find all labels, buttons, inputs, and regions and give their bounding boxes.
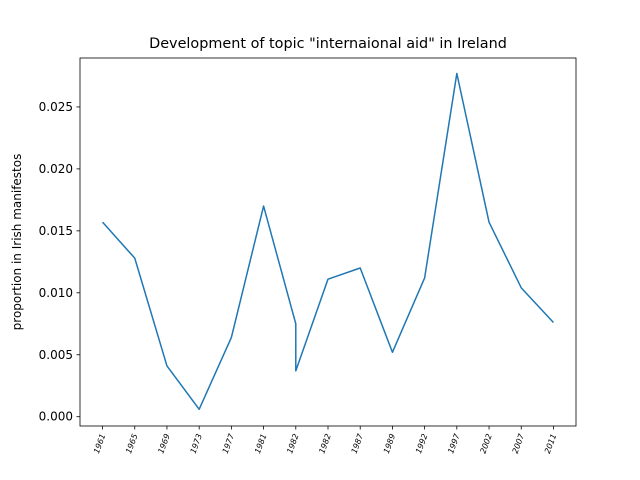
chart-title: Development of topic "internaional aid" …: [149, 36, 507, 52]
y-tick-label: 0.020: [39, 162, 73, 176]
y-tick-label: 0.005: [39, 348, 73, 362]
plot-frame: [79, 57, 577, 427]
y-tick-label: 0.000: [39, 410, 73, 424]
y-tick-label: 0.025: [39, 100, 73, 114]
y-axis-label: proportion in Irish manifestos: [10, 154, 24, 331]
y-tick-label: 0.010: [39, 286, 73, 300]
y-tick-label: 0.015: [39, 224, 73, 238]
line-series: [101, 72, 555, 411]
